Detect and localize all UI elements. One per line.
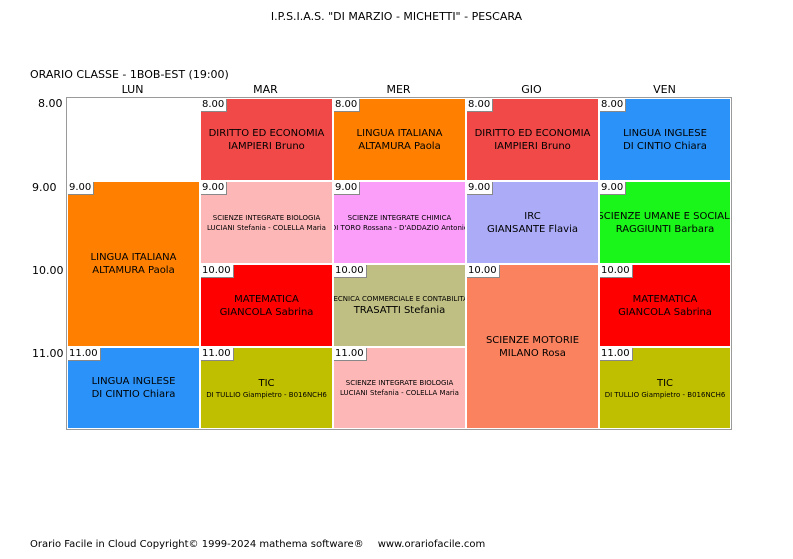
lesson-teacher: DI TORO Rossana - D'ADDAZIO Antonio: [333, 223, 466, 232]
lesson-teacher: DI TULLIO Giampietro - B016NCH6: [206, 390, 327, 399]
lesson-time: 9.00: [68, 182, 95, 195]
lesson-teacher: DI CINTIO Chiara: [623, 140, 707, 152]
lesson-time: 9.00: [334, 182, 361, 195]
lesson-subject: TIC: [656, 377, 674, 389]
lesson-subject: LINGUA INGLESE: [91, 376, 176, 387]
lesson-teacher: IAMPIERI Bruno: [494, 140, 571, 152]
lesson-teacher: MILANO Rosa: [499, 347, 566, 359]
lesson-time: 8.00: [201, 99, 228, 112]
lesson-teacher: LUCIANI Stefania - COLELLA Maria: [207, 223, 326, 232]
day-header-mer: MER: [386, 83, 411, 96]
lesson-time: 10.00: [467, 265, 500, 278]
hour-label-9: 9.00: [32, 181, 57, 194]
lesson-mar-9[interactable]: SCIENZE INTEGRATE BIOLOGIA LUCIANI Stefan…: [200, 181, 333, 264]
lesson-time: 9.00: [467, 182, 494, 195]
class-title: ORARIO CLASSE - 1BOB-EST (19:00): [30, 68, 229, 81]
lesson-teacher: IAMPIERI Bruno: [228, 140, 305, 152]
lesson-teacher: ALTAMURA Paola: [358, 140, 441, 152]
lesson-subject: SCIENZE INTEGRATE BIOLOGIA: [212, 213, 321, 222]
lesson-subject: TECNICA COMMERCIALE E CONTABILITA': [333, 295, 466, 303]
lesson-mer-9[interactable]: SCIENZE INTEGRATE CHIMICA DI TORO Rossana…: [333, 181, 466, 264]
lesson-mar-10[interactable]: MATEMATICA GIANCOLA Sabrina 10.00: [200, 264, 333, 347]
hour-label-11: 11.00: [32, 347, 64, 360]
lesson-time: 11.00: [201, 348, 234, 361]
lesson-lun-9[interactable]: LINGUA ITALIANA ALTAMURA Paola 9.00: [67, 181, 200, 347]
lesson-ven-11[interactable]: TIC DI TULLIO Giampietro - B016NCH6 11.00: [599, 347, 731, 429]
day-header-ven: VEN: [653, 83, 676, 96]
lesson-time: 11.00: [68, 348, 101, 361]
lesson-teacher: RAGGIUNTI Barbara: [615, 223, 715, 235]
lesson-teacher: GIANCOLA Sabrina: [219, 306, 314, 318]
school-title: I.P.S.I.A.S. "DI MARZIO - MICHETTI" - PE…: [270, 10, 523, 23]
footer-website-link[interactable]: www.orariofacile.com: [377, 539, 486, 550]
lesson-time: 10.00: [201, 265, 234, 278]
lesson-subject: LINGUA INGLESE: [623, 127, 707, 139]
day-header-mar: MAR: [253, 83, 278, 96]
lesson-teacher: DI CINTIO Chiara: [91, 389, 176, 400]
lesson-time: 11.00: [334, 348, 367, 361]
footer: Orario Facile in Cloud Copyright© 1999-2…: [30, 539, 485, 550]
lesson-time: 11.00: [600, 348, 633, 361]
hour-label-8: 8.00: [38, 97, 63, 110]
lesson-mar-8[interactable]: DIRITTO ED ECONOMIA IAMPIERI Bruno 8.00: [200, 98, 333, 181]
lesson-lun-11[interactable]: LINGUA INGLESE DI CINTIO Chiara 11.00: [67, 347, 200, 429]
lesson-teacher: GIANCOLA Sabrina: [618, 306, 712, 318]
lesson-subject: DIRITTO ED ECONOMIA: [474, 127, 591, 139]
lesson-teacher: LUCIANI Stefania - COLELLA Maria: [340, 389, 459, 397]
lesson-subject: IRC: [524, 210, 541, 222]
lesson-teacher: TRASATTI Stefania: [353, 305, 446, 316]
lesson-subject: LINGUA ITALIANA: [356, 127, 443, 139]
lesson-ven-9[interactable]: SCIENZE UMANE E SOCIALI RAGGIUNTI Barbara…: [599, 181, 731, 264]
lesson-gio-8[interactable]: DIRITTO ED ECONOMIA IAMPIERI Bruno 8.00: [466, 98, 599, 181]
day-header-lun: LUN: [121, 83, 144, 96]
lesson-time: 8.00: [334, 99, 361, 112]
lesson-time: 10.00: [334, 265, 367, 278]
lesson-teacher: DI TULLIO Giampietro - B016NCH6: [604, 390, 726, 399]
lesson-time: 8.00: [467, 99, 494, 112]
lesson-subject: SCIENZE INTEGRATE CHIMICA: [347, 213, 452, 222]
day-header-gio: GIO: [521, 83, 542, 96]
lesson-mer-8[interactable]: LINGUA ITALIANA ALTAMURA Paola 8.00: [333, 98, 466, 181]
lesson-subject: MATEMATICA: [632, 293, 698, 305]
lesson-time: 8.00: [600, 99, 627, 112]
lesson-mer-10[interactable]: TECNICA COMMERCIALE E CONTABILITA' TRASAT…: [333, 264, 466, 347]
lesson-subject: SCIENZE UMANE E SOCIALI: [599, 210, 731, 222]
lesson-mer-11[interactable]: SCIENZE INTEGRATE BIOLOGIA LUCIANI Stefan…: [333, 347, 466, 429]
lesson-gio-10[interactable]: SCIENZE MOTORIE MILANO Rosa 10.00: [466, 264, 599, 429]
lesson-gio-9[interactable]: IRC GIANSANTE Flavia 9.00: [466, 181, 599, 264]
lesson-time: 10.00: [600, 265, 633, 278]
lesson-subject: SCIENZE INTEGRATE BIOLOGIA: [345, 379, 454, 387]
lesson-teacher: ALTAMURA Paola: [92, 265, 175, 276]
lesson-subject: LINGUA ITALIANA: [90, 252, 177, 263]
lesson-mar-11[interactable]: TIC DI TULLIO Giampietro - B016NCH6 11.00: [200, 347, 333, 429]
lesson-subject: SCIENZE MOTORIE: [485, 334, 580, 346]
hour-label-10: 10.00: [32, 264, 64, 277]
timetable-grid: DIRITTO ED ECONOMIA IAMPIERI Bruno 8.00 L…: [66, 97, 732, 430]
footer-copyright: Orario Facile in Cloud Copyright© 1999-2…: [30, 539, 364, 550]
lesson-ven-10[interactable]: MATEMATICA GIANCOLA Sabrina 10.00: [599, 264, 731, 347]
lesson-subject: TIC: [258, 377, 275, 389]
lesson-time: 9.00: [201, 182, 228, 195]
lesson-ven-8[interactable]: LINGUA INGLESE DI CINTIO Chiara 8.00: [599, 98, 731, 181]
lesson-subject: MATEMATICA: [234, 293, 299, 305]
lesson-time: 9.00: [600, 182, 627, 195]
lesson-teacher: GIANSANTE Flavia: [487, 223, 578, 235]
lesson-subject: DIRITTO ED ECONOMIA: [208, 127, 325, 139]
